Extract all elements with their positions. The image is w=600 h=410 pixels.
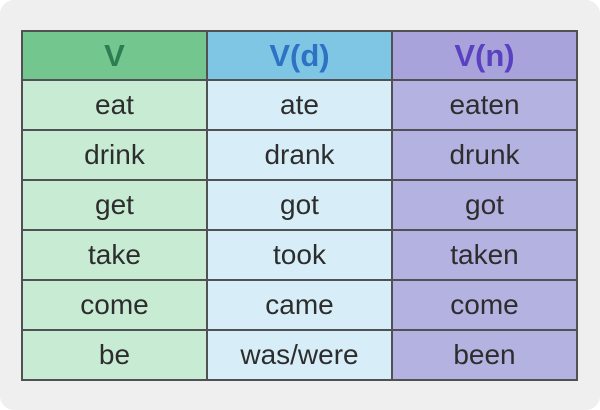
header-cell-base-form: V <box>21 30 208 81</box>
verb-cell: taken <box>391 229 578 281</box>
verb-cell: got <box>391 179 578 231</box>
table-header: V V(d) V(n) <box>21 30 578 81</box>
verb-cell: get <box>21 179 208 231</box>
table-body: eat ate eaten drink drank drunk get got … <box>21 79 578 381</box>
table-row: come came come <box>21 279 578 331</box>
table-row: get got got <box>21 179 578 231</box>
verb-cell: take <box>21 229 208 281</box>
table-row: be was/were been <box>21 329 578 381</box>
verb-cell: ate <box>206 79 393 131</box>
verb-cell: was/were <box>206 329 393 381</box>
table-row: eat ate eaten <box>21 79 578 131</box>
table-row: drink drank drunk <box>21 129 578 181</box>
header-row: V V(d) V(n) <box>21 30 578 81</box>
verb-cell: took <box>206 229 393 281</box>
verb-cell: been <box>391 329 578 381</box>
verb-cell: come <box>391 279 578 331</box>
verb-cell: drunk <box>391 129 578 181</box>
verb-cell: come <box>21 279 208 331</box>
verb-cell: drink <box>21 129 208 181</box>
verb-cell: eat <box>21 79 208 131</box>
header-cell-participle-form: V(n) <box>391 30 578 81</box>
verb-cell: came <box>206 279 393 331</box>
verb-forms-table: V V(d) V(n) eat ate eaten drink drank dr… <box>21 30 578 381</box>
verb-cell: be <box>21 329 208 381</box>
header-cell-past-form: V(d) <box>206 30 393 81</box>
table-row: take took taken <box>21 229 578 281</box>
verb-cell: got <box>206 179 393 231</box>
verb-cell: drank <box>206 129 393 181</box>
verb-cell: eaten <box>391 79 578 131</box>
